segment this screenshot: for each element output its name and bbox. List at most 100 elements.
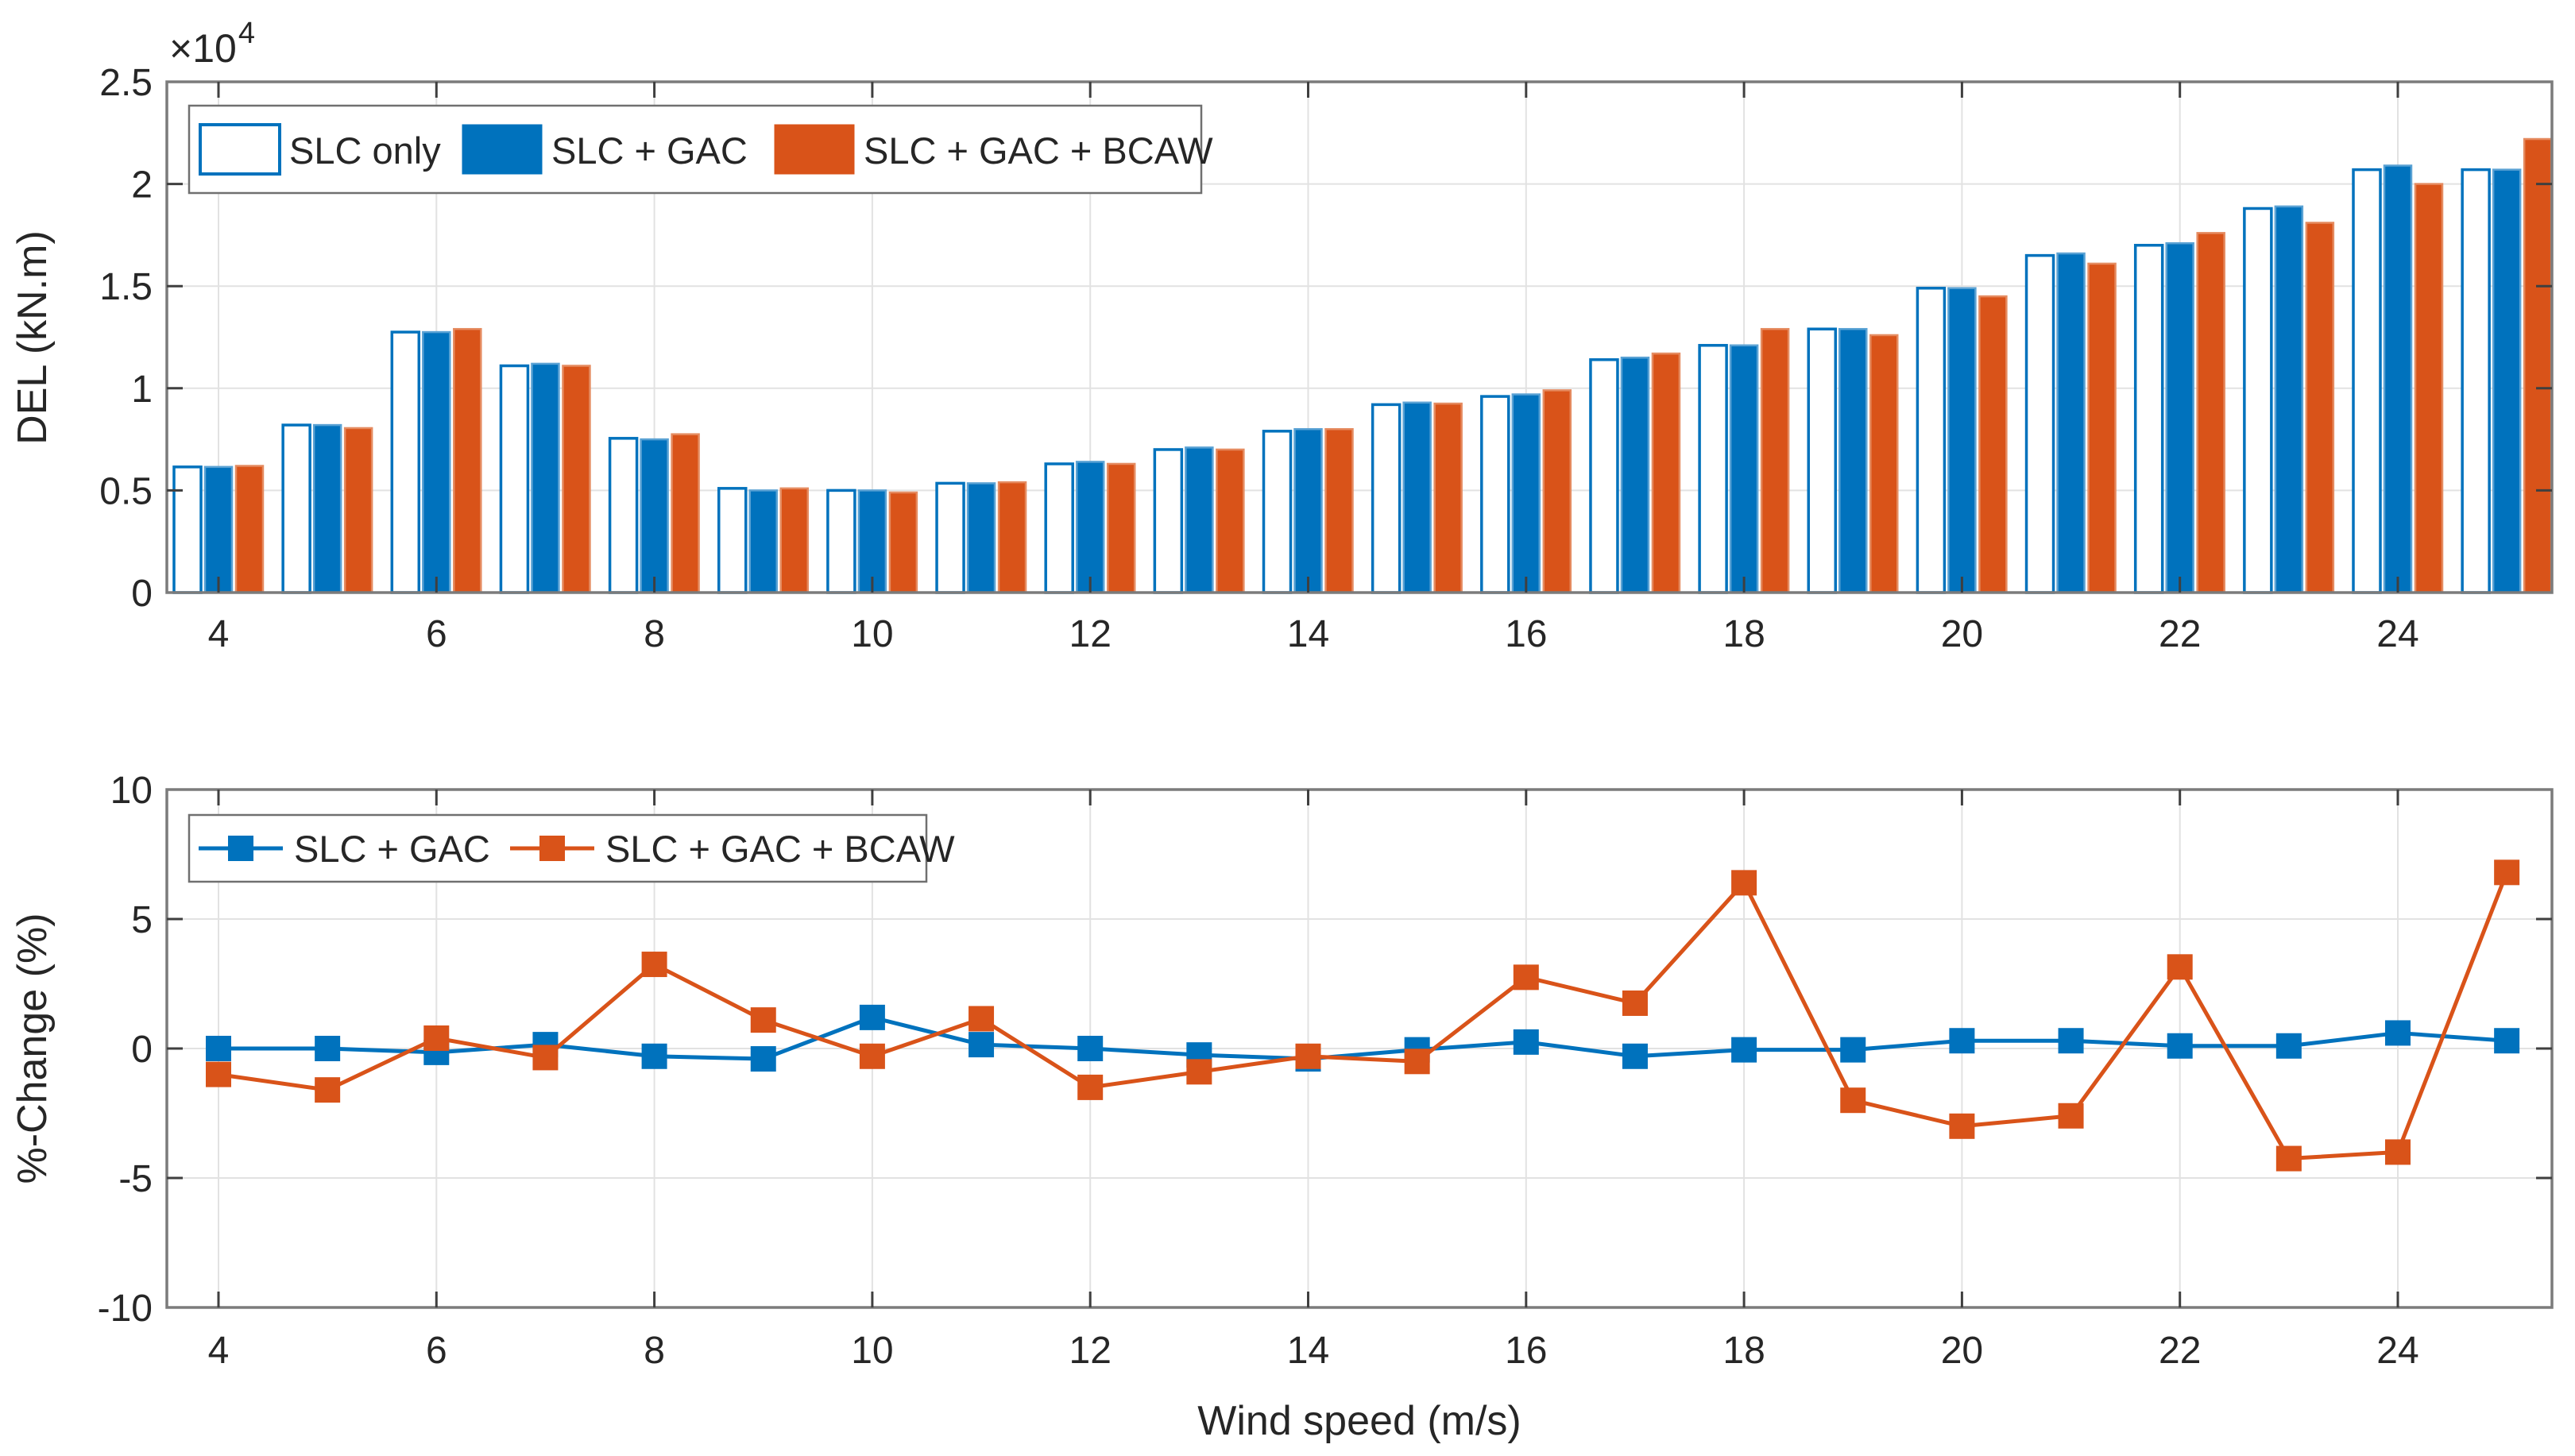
bar-slc-gac — [312, 423, 342, 594]
marker-slc-gac-bcaw — [1840, 1087, 1866, 1114]
legend-label-slc-gac: SLC + GAC — [551, 129, 748, 172]
marker-slc-gac — [1622, 1043, 1648, 1069]
marker-slc-gac — [315, 1036, 341, 1061]
legend-swatch-slc-gac-bcaw — [774, 124, 855, 175]
bar-slc-gac-bcaw — [234, 465, 265, 594]
bar-slc-only — [172, 465, 203, 594]
ytick-label: 0 — [131, 1029, 153, 1071]
xtick-label: 14 — [1287, 1330, 1329, 1372]
bar-slc-only — [2243, 207, 2273, 594]
xtick-label: 12 — [1069, 1330, 1112, 1372]
marker-slc-gac — [1731, 1037, 1757, 1063]
marker-slc-gac-bcaw — [206, 1061, 231, 1087]
marker-slc-gac-bcaw — [1295, 1043, 1321, 1069]
bar-slc-gac — [1511, 393, 1541, 594]
bar-slc-only — [1371, 403, 1402, 594]
marker-slc-gac — [2494, 1028, 2520, 1054]
bar-slc-gac-bcaw — [2523, 137, 2553, 594]
bar-slc-gac — [1185, 446, 1214, 594]
marker-slc-gac-bcaw — [2494, 859, 2520, 886]
bar-slc-gac — [857, 489, 887, 594]
xtick-label: 4 — [208, 613, 230, 655]
bar-slc-only — [390, 330, 421, 594]
bar-slc-only — [1698, 344, 1728, 594]
bottom-chart-lines — [206, 859, 2520, 1172]
marker-slc-gac — [2275, 1033, 2302, 1059]
marker-slc-gac — [206, 1036, 231, 1061]
marker-slc-gac — [1513, 1029, 1539, 1055]
bar-slc-only — [1044, 462, 1074, 594]
bar-slc-only — [281, 423, 311, 594]
bar-slc-gac — [422, 330, 451, 594]
marker-slc-gac-bcaw — [2058, 1103, 2084, 1129]
bar-slc-only — [935, 481, 965, 594]
bar-slc-only — [499, 364, 530, 594]
bar-slc-gac — [640, 438, 669, 594]
legend-label-slc-only: SLC only — [289, 129, 441, 172]
top-chart-ylabel: DEL (kN.m) — [10, 230, 56, 445]
bar-slc-gac-bcaw — [453, 327, 482, 594]
bar-slc-gac-bcaw — [2305, 222, 2335, 594]
bar-slc-gac-bcaw — [2087, 262, 2117, 594]
bar-slc-gac-bcaw — [1324, 427, 1354, 594]
xtick-label: 18 — [1722, 613, 1765, 655]
xtick-label: 4 — [208, 1330, 230, 1372]
bottom-chart-ytick-labels: -10 -5 0 5 10 — [98, 770, 153, 1330]
top-chart-bars — [172, 137, 2553, 594]
xtick-label: 6 — [426, 613, 447, 655]
ytick-label: -5 — [118, 1158, 153, 1200]
bar-slc-gac — [748, 489, 778, 594]
bar-slc-gac — [203, 465, 234, 594]
ytick-label: 10 — [110, 770, 153, 812]
bar-slc-only — [717, 487, 748, 594]
marker-slc-gac — [2058, 1028, 2084, 1054]
bar-slc-gac-bcaw — [779, 487, 809, 594]
bar-slc-gac-bcaw — [1433, 402, 1463, 594]
bar-slc-gac — [1075, 461, 1105, 594]
marker-slc-gac-bcaw — [315, 1077, 341, 1103]
bar-slc-gac — [531, 362, 560, 594]
legend-marker-slc-gac-bcaw — [539, 836, 565, 861]
marker-slc-gac — [750, 1046, 776, 1072]
marker-slc-gac — [1949, 1028, 1975, 1054]
bar-slc-gac-bcaw — [1542, 389, 1572, 594]
xtick-label: 24 — [2376, 613, 2418, 655]
bar-slc-gac-bcaw — [2196, 232, 2225, 594]
top-chart-tickmarks — [167, 82, 2552, 593]
bar-slc-only — [2133, 244, 2164, 594]
bottom-chart-tickmarks — [167, 790, 2552, 1307]
del-bar-chart: 0 0.5 1 1.5 2 2.5 4 6 8 10 12 14 16 18 20 22 24 ×104 DE… — [10, 17, 2554, 655]
bar-slc-gac — [2492, 168, 2522, 594]
marker-slc-gac-bcaw — [1077, 1074, 1104, 1100]
marker-slc-gac-bcaw — [2385, 1139, 2411, 1165]
bar-slc-only — [1153, 448, 1184, 594]
bar-slc-only — [2461, 168, 2491, 594]
legend-label-line-slc-gac: SLC + GAC — [294, 828, 490, 870]
marker-slc-gac — [641, 1043, 667, 1069]
bar-slc-gac-bcaw — [562, 365, 591, 594]
xtick-label: 10 — [851, 1330, 893, 1372]
marker-slc-gac-bcaw — [2167, 954, 2193, 980]
xtick-label: 8 — [644, 613, 665, 655]
marker-slc-gac-bcaw — [423, 1025, 450, 1051]
marker-slc-gac-bcaw — [1186, 1059, 1212, 1085]
legend-label-slc-gac-bcaw: SLC + GAC + BCAW — [864, 129, 1213, 172]
bar-slc-gac-bcaw — [1651, 352, 1681, 594]
marker-slc-gac — [969, 1032, 995, 1058]
ytick-label: -10 — [98, 1288, 153, 1330]
x-axis-label: Wind speed (m/s) — [1197, 1398, 1521, 1444]
xtick-label: 22 — [2159, 1330, 2201, 1372]
bar-slc-gac — [1729, 344, 1759, 594]
bar-slc-gac-bcaw — [1760, 327, 1790, 594]
bar-slc-gac-bcaw — [997, 481, 1027, 594]
ytick-label: 1.5 — [99, 266, 153, 308]
line-slc-gac-bcaw — [216, 870, 2509, 1161]
marker-slc-gac-bcaw — [1622, 990, 1648, 1016]
xtick-label: 22 — [2159, 613, 2201, 655]
top-chart-axes-box — [165, 80, 2554, 594]
marker-slc-gac-bcaw — [2275, 1145, 2302, 1172]
xtick-label: 20 — [1941, 1330, 1983, 1372]
xtick-label: 16 — [1505, 1330, 1547, 1372]
marker-slc-gac — [1840, 1037, 1866, 1063]
